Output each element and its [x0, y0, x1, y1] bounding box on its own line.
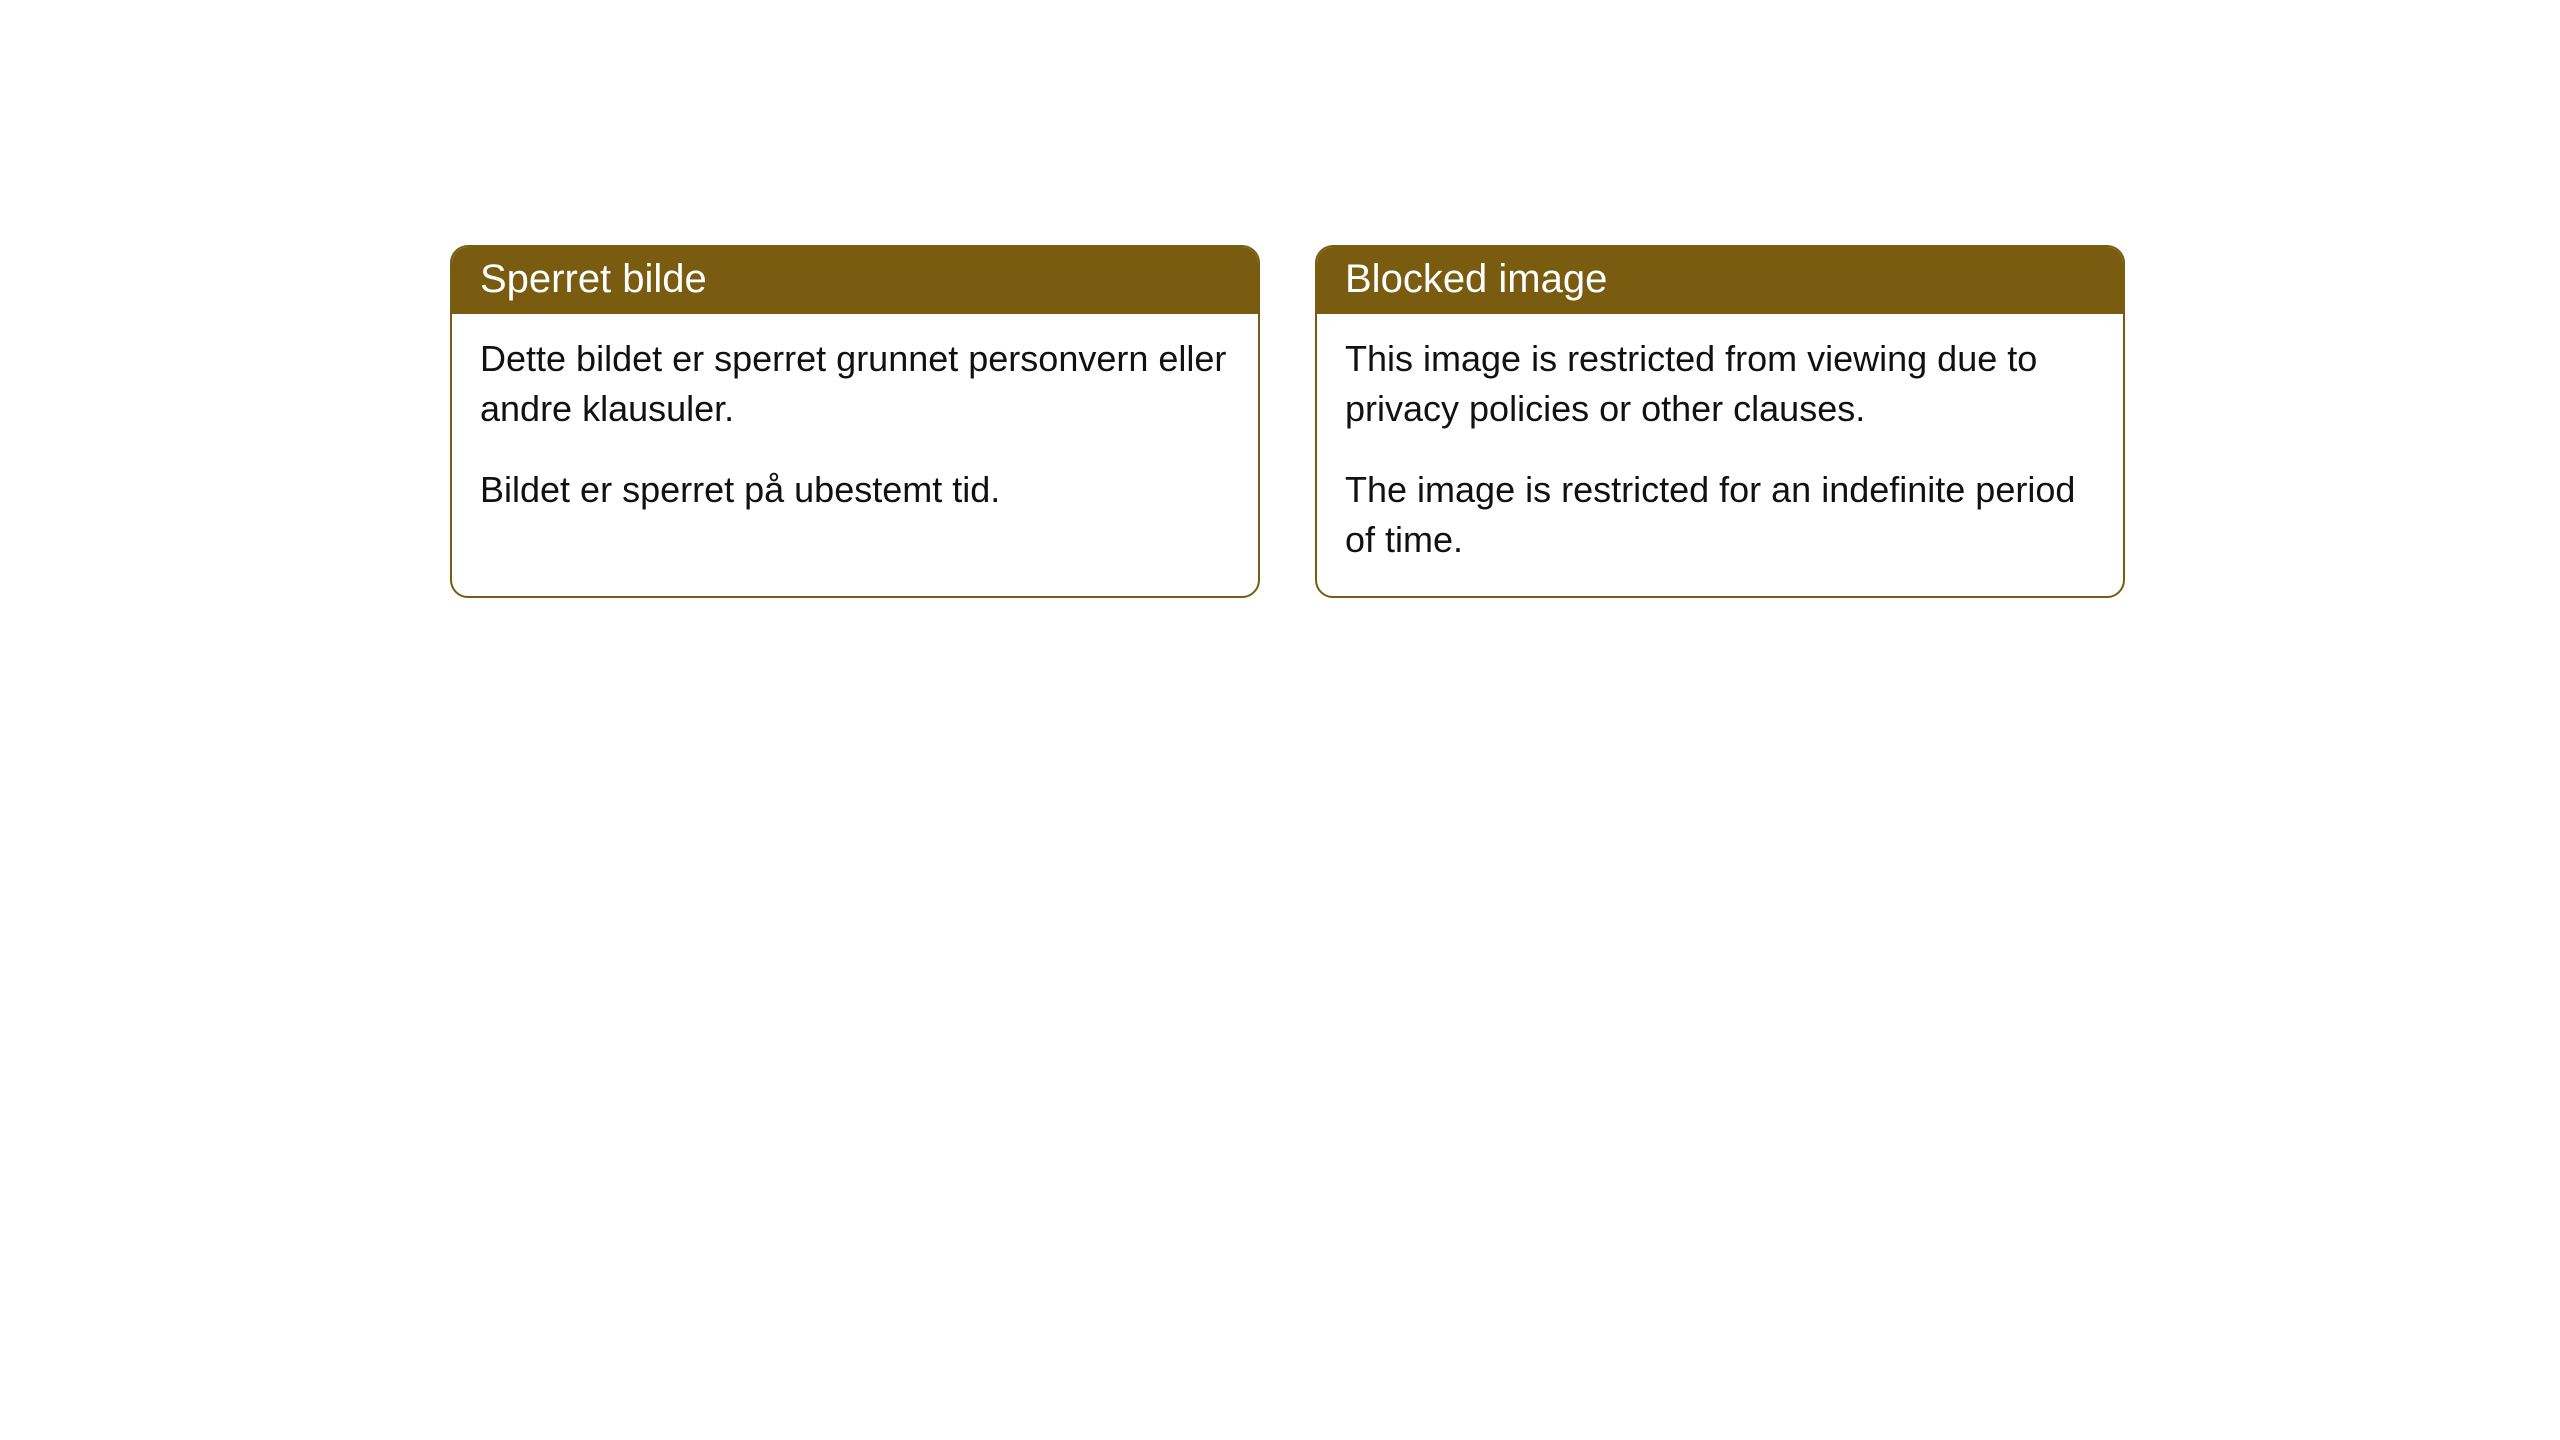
card-paragraph: Bildet er sperret på ubestemt tid.	[480, 465, 1230, 515]
card-title: Sperret bilde	[452, 247, 1258, 314]
notice-card-english: Blocked image This image is restricted f…	[1315, 245, 2125, 598]
notice-card-norwegian: Sperret bilde Dette bildet er sperret gr…	[450, 245, 1260, 598]
card-paragraph: Dette bildet er sperret grunnet personve…	[480, 334, 1230, 435]
card-body: Dette bildet er sperret grunnet personve…	[452, 314, 1258, 545]
card-title: Blocked image	[1317, 247, 2123, 314]
card-body: This image is restricted from viewing du…	[1317, 314, 2123, 596]
card-paragraph: The image is restricted for an indefinit…	[1345, 465, 2095, 566]
notice-cards-container: Sperret bilde Dette bildet er sperret gr…	[450, 245, 2125, 598]
card-paragraph: This image is restricted from viewing du…	[1345, 334, 2095, 435]
